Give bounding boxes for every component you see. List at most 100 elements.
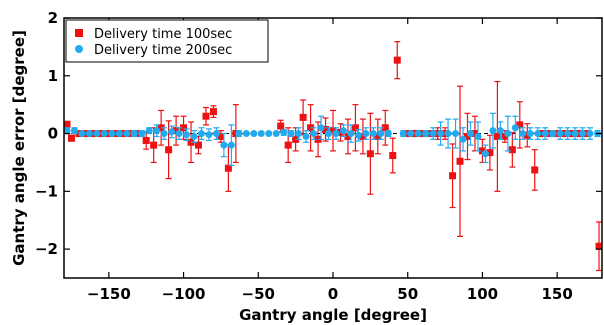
data-point-circle (444, 130, 452, 138)
legend-marker-square (75, 29, 83, 37)
data-point-circle (474, 132, 482, 140)
y-axis-label: Gantry angle error [degree] (10, 30, 28, 266)
data-point-circle (556, 130, 564, 138)
data-point-circle (108, 130, 116, 138)
data-point-circle (78, 130, 86, 138)
data-point-square (366, 150, 374, 158)
data-point-circle (489, 127, 497, 135)
data-point-square (150, 141, 158, 149)
y-tick-label: −2 (35, 240, 58, 258)
data-point-square (478, 147, 486, 155)
data-point-circle (377, 130, 385, 138)
data-point-square (464, 132, 471, 140)
x-tick-label: −50 (242, 285, 275, 303)
data-point-square (471, 130, 479, 138)
data-point-square (165, 146, 173, 154)
data-point-circle (534, 130, 542, 138)
data-point-circle (295, 130, 303, 138)
data-point-circle (429, 130, 437, 138)
x-tick-label: 100 (467, 285, 498, 303)
data-point-circle (519, 130, 527, 138)
data-point-circle (100, 130, 108, 138)
data-point-circle (452, 130, 460, 138)
data-point-circle (459, 135, 467, 143)
data-point-square (456, 157, 464, 165)
data-layer (63, 41, 603, 272)
data-point-square (172, 127, 180, 135)
data-point-circle (115, 130, 123, 138)
data-point-circle (197, 130, 205, 138)
data-point-square (277, 122, 285, 130)
data-point-circle (586, 130, 594, 138)
data-point-circle (227, 141, 235, 149)
data-point-circle (384, 130, 392, 138)
data-point-circle (549, 130, 557, 138)
data-point-circle (235, 130, 243, 138)
data-point-square (224, 164, 232, 172)
y-tick-label: 2 (48, 9, 58, 27)
data-point-circle (63, 127, 71, 135)
data-point-circle (212, 130, 220, 138)
data-point-circle (287, 130, 295, 138)
data-point-circle (265, 130, 273, 138)
data-point-square (486, 149, 494, 157)
series-1 (63, 41, 603, 272)
data-point-square (501, 132, 509, 140)
legend-label: Delivery time 200sec (94, 43, 232, 58)
data-point-square (180, 124, 188, 132)
data-point-square (389, 152, 397, 160)
data-point-circle (317, 124, 325, 132)
x-tick-label: −100 (162, 285, 206, 303)
y-tick-label: −1 (35, 182, 58, 200)
data-point-square (359, 132, 367, 140)
data-point-circle (354, 131, 362, 139)
data-point-circle (579, 130, 587, 138)
data-point-circle (70, 127, 78, 135)
data-point-circle (123, 130, 131, 138)
data-point-circle (130, 130, 138, 138)
data-point-square (67, 134, 75, 142)
data-point-square (217, 132, 225, 140)
data-point-square (63, 120, 71, 128)
data-point-circle (93, 130, 101, 138)
x-tick-label: 150 (542, 285, 573, 303)
data-point-square (516, 121, 524, 129)
x-tick-label: 0 (328, 285, 338, 303)
data-point-circle (437, 130, 445, 138)
data-point-circle (310, 130, 318, 138)
data-point-circle (160, 130, 168, 138)
data-point-circle (205, 131, 213, 139)
x-axis-label: Gantry angle [degree] (239, 306, 427, 324)
data-point-square (322, 126, 330, 134)
data-point-square (508, 146, 516, 154)
axis-ticks: −150 −100 −50 0 50 100 150 −2 −1 0 1 2 (35, 9, 602, 303)
data-point-square (595, 242, 603, 250)
data-point-circle (145, 127, 153, 135)
data-point-circle (220, 141, 228, 149)
data-point-square (351, 124, 359, 132)
data-point-circle (85, 130, 93, 138)
data-point-circle (504, 130, 512, 138)
data-point-square (393, 56, 401, 64)
data-point-circle (339, 127, 347, 135)
data-point-circle (481, 150, 489, 158)
legend-marker-circle (75, 45, 83, 53)
data-point-square (381, 124, 389, 132)
data-point-square (374, 132, 382, 140)
data-point-square (142, 136, 150, 144)
x-tick-label: 50 (397, 285, 418, 303)
data-point-circle (399, 130, 407, 138)
data-point-circle (369, 130, 377, 138)
data-point-circle (250, 130, 258, 138)
data-point-circle (280, 128, 288, 136)
data-point-circle (183, 131, 191, 139)
data-point-circle (526, 130, 534, 138)
data-point-circle (257, 130, 265, 138)
data-point-circle (138, 130, 146, 138)
data-point-circle (332, 130, 340, 138)
data-point-square (299, 113, 307, 121)
data-point-circle (564, 130, 572, 138)
data-point-circle (496, 127, 504, 135)
